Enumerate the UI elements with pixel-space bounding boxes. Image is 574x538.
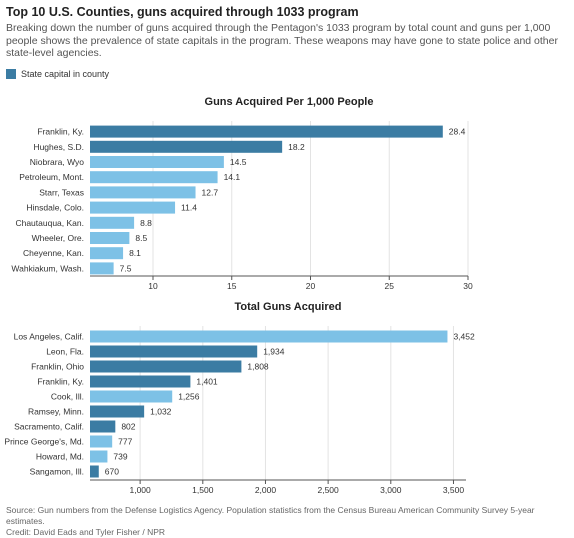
value-label: 1,032 [150, 407, 172, 417]
category-label: Wheeler, Ore. [32, 233, 84, 243]
bar [90, 405, 145, 418]
value-label: 777 [118, 437, 132, 447]
bar [90, 186, 196, 199]
x-tick-label: 20 [306, 281, 316, 291]
legend: State capital in county [6, 69, 109, 79]
bar [90, 216, 135, 229]
category-label: Hughes, S.D. [33, 142, 84, 152]
category-label: Franklin, Ky. [37, 377, 84, 387]
category-label: Ramsey, Minn. [28, 407, 84, 417]
bar [90, 201, 176, 214]
category-label: Howard, Md. [36, 452, 84, 462]
footer-source: Source: Gun numbers from the Defense Log… [6, 505, 535, 526]
bar [90, 420, 116, 433]
category-label: Sacramento, Calif. [14, 422, 84, 432]
value-label: 8.1 [129, 248, 141, 258]
value-label: 14.5 [230, 157, 247, 167]
bar [90, 140, 283, 153]
category-label: Franklin, Ky. [37, 127, 84, 137]
bar [90, 450, 108, 463]
bar [90, 247, 124, 260]
value-label: 3,452 [453, 332, 475, 342]
value-label: 802 [121, 422, 135, 432]
bar [90, 171, 218, 184]
bar [90, 390, 173, 403]
bar [90, 156, 224, 168]
chart-total-guns: Total Guns Acquired Los Angeles, Calif. 3,… [4, 301, 475, 495]
bar [90, 465, 99, 478]
x-tick-label: 1,000 [129, 485, 151, 495]
page-subtitle: Breaking down the number of guns acquire… [6, 22, 558, 59]
x-tick-label: 10 [148, 281, 158, 291]
value-label: 1,808 [247, 362, 269, 372]
bar [90, 232, 130, 244]
x-tick-label: 30 [463, 281, 473, 291]
category-label: Sangamon, Ill. [30, 467, 84, 477]
value-label: 7.5 [120, 263, 132, 273]
value-label: 1,934 [263, 347, 285, 357]
value-label: 1,256 [178, 392, 200, 402]
chart-title: Guns Acquired Per 1,000 People [205, 96, 374, 108]
value-label: 8.8 [140, 218, 152, 228]
category-label: Prince George's, Md. [4, 437, 84, 447]
footer-credit: Credit: David Eads and Tyler Fisher / NP… [6, 527, 166, 537]
legend-swatch [6, 69, 16, 79]
category-label: Leon, Fla. [46, 347, 84, 357]
value-label: 28.4 [449, 127, 466, 137]
chart-title: Total Guns Acquired [235, 301, 342, 313]
category-label: Los Angeles, Calif. [14, 332, 84, 342]
category-label: Chautauqua, Kan. [15, 218, 84, 228]
x-tick-label: 15 [227, 281, 237, 291]
category-label: Starr, Texas [39, 187, 84, 197]
value-label: 739 [113, 452, 127, 462]
x-tick-label: 1,500 [192, 485, 214, 495]
category-label: Niobrara, Wyo [30, 157, 85, 167]
category-label: Wahkiakum, Wash. [11, 263, 84, 273]
x-tick-label: 25 [385, 281, 395, 291]
category-label: Franklin, Ohio [31, 362, 84, 372]
value-label: 1,401 [196, 377, 218, 387]
legend-label: State capital in county [21, 69, 110, 79]
bar [90, 435, 113, 448]
chart-per-1000: Guns Acquired Per 1,000 People Franklin, … [11, 96, 473, 291]
bar [90, 345, 258, 358]
x-tick-label: 3,000 [380, 485, 402, 495]
category-label: Cheyenne, Kan. [23, 248, 84, 258]
value-label: 670 [105, 467, 119, 477]
bar [90, 262, 114, 275]
bar [90, 330, 448, 343]
value-label: 14.1 [224, 172, 241, 182]
page-title: Top 10 U.S. Counties, guns acquired thro… [6, 5, 359, 19]
bar [90, 125, 443, 138]
value-label: 8.5 [135, 233, 147, 243]
value-label: 12.7 [202, 187, 219, 197]
category-label: Petroleum, Mont. [19, 172, 84, 182]
value-label: 18.2 [288, 142, 305, 152]
category-label: Hinsdale, Colo. [26, 203, 84, 213]
x-tick-label: 2,000 [255, 485, 277, 495]
category-label: Cook, Ill. [51, 392, 84, 402]
value-label: 11.4 [181, 203, 197, 213]
bar [90, 375, 191, 388]
bar [90, 360, 242, 373]
footer: Source: Gun numbers from the Defense Log… [6, 505, 574, 538]
x-tick-label: 3,500 [443, 485, 465, 495]
x-tick-label: 2,500 [317, 485, 339, 495]
